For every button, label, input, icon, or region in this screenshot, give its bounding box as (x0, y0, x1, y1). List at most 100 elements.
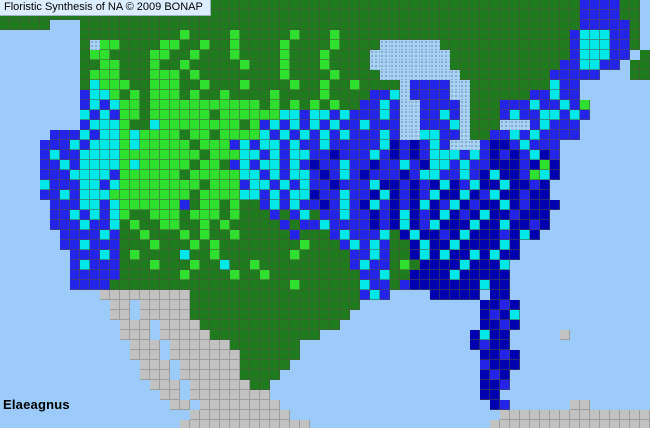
ocean-water (70, 300, 80, 310)
dark-green-area (220, 210, 230, 220)
ocean-water (30, 60, 40, 70)
ocean-water (410, 300, 420, 310)
dark-green-area (300, 50, 310, 60)
dark-green-area (290, 340, 300, 350)
ocean-water (50, 410, 60, 420)
ocean-water (80, 380, 90, 390)
gray-land (500, 420, 510, 428)
ocean-water (620, 370, 630, 380)
bright-green-county (270, 100, 280, 110)
ocean-water (10, 40, 20, 50)
ocean-water (70, 20, 80, 30)
ocean-water (520, 360, 530, 370)
bright-green-county (110, 70, 120, 80)
map-row (0, 90, 650, 100)
dark-green-area (210, 30, 220, 40)
bright-green-county (170, 190, 180, 200)
ocean-water (600, 70, 610, 80)
dark-green-area (160, 60, 170, 70)
dark-green-area (500, 60, 510, 70)
dark-green-area (210, 40, 220, 50)
blue-county (260, 120, 270, 130)
bright-green-county (230, 150, 240, 160)
dark-green-area (270, 260, 280, 270)
ocean-water (590, 120, 600, 130)
dark-green-area (350, 70, 360, 80)
bright-green-county (280, 50, 290, 60)
cyan-county (80, 190, 90, 200)
dark-green-area (170, 20, 180, 30)
dark-green-area (160, 230, 170, 240)
dark-green-area (260, 230, 270, 240)
dark-green-area (530, 20, 540, 30)
navy-county (420, 160, 430, 170)
gray-land (160, 320, 170, 330)
gray-land (260, 400, 270, 410)
dark-green-area (300, 230, 310, 240)
ocean-water (30, 320, 40, 330)
ocean-water (540, 310, 550, 320)
ocean-water (30, 330, 40, 340)
navy-county (510, 160, 520, 170)
dark-green-area (330, 90, 340, 100)
bright-green-county (170, 110, 180, 120)
gray-land (560, 420, 570, 428)
gray-land (240, 380, 250, 390)
dark-green-area (320, 230, 330, 240)
ocean-water (30, 80, 40, 90)
dark-green-area (370, 20, 380, 30)
dark-green-area (140, 110, 150, 120)
ocean-water (30, 200, 40, 210)
ocean-water (130, 410, 140, 420)
dark-green-area (310, 210, 320, 220)
bright-green-county (260, 270, 270, 280)
dark-green-area (320, 310, 330, 320)
gray-land (150, 300, 160, 310)
map-row (0, 370, 650, 380)
dark-green-area (250, 330, 260, 340)
dark-green-area (130, 70, 140, 80)
ocean-water (470, 370, 480, 380)
blue-county (480, 150, 490, 160)
gray-land (560, 330, 570, 340)
lake-water (370, 60, 380, 70)
bright-green-county (210, 250, 220, 260)
gray-land (580, 410, 590, 420)
navy-county (310, 190, 320, 200)
cyan-county (110, 100, 120, 110)
blue-county (430, 100, 440, 110)
dark-green-area (130, 120, 140, 130)
ocean-water (20, 400, 30, 410)
bright-green-county (160, 80, 170, 90)
ocean-water (370, 420, 380, 428)
gray-land (230, 390, 240, 400)
ocean-water (120, 340, 130, 350)
dark-green-area (220, 10, 230, 20)
dark-green-area (480, 70, 490, 80)
blue-county (330, 130, 340, 140)
blue-county (80, 90, 90, 100)
dark-green-area (170, 260, 180, 270)
ocean-water (540, 330, 550, 340)
navy-county (490, 270, 500, 280)
ocean-water (460, 400, 470, 410)
ocean-water (10, 160, 20, 170)
dark-green-area (320, 30, 330, 40)
dark-green-area (200, 270, 210, 280)
blue-county (280, 170, 290, 180)
ocean-water (640, 20, 650, 30)
blue-county (370, 170, 380, 180)
ocean-water (10, 320, 20, 330)
blue-county (50, 190, 60, 200)
blue-county (620, 40, 630, 50)
ocean-water (600, 90, 610, 100)
navy-county (540, 210, 550, 220)
ocean-water (570, 270, 580, 280)
ocean-water (400, 390, 410, 400)
gray-land (170, 320, 180, 330)
dark-green-area (350, 40, 360, 50)
ocean-water (550, 180, 560, 190)
bright-green-county (220, 120, 230, 130)
blue-county (600, 0, 610, 10)
cyan-county (90, 120, 100, 130)
